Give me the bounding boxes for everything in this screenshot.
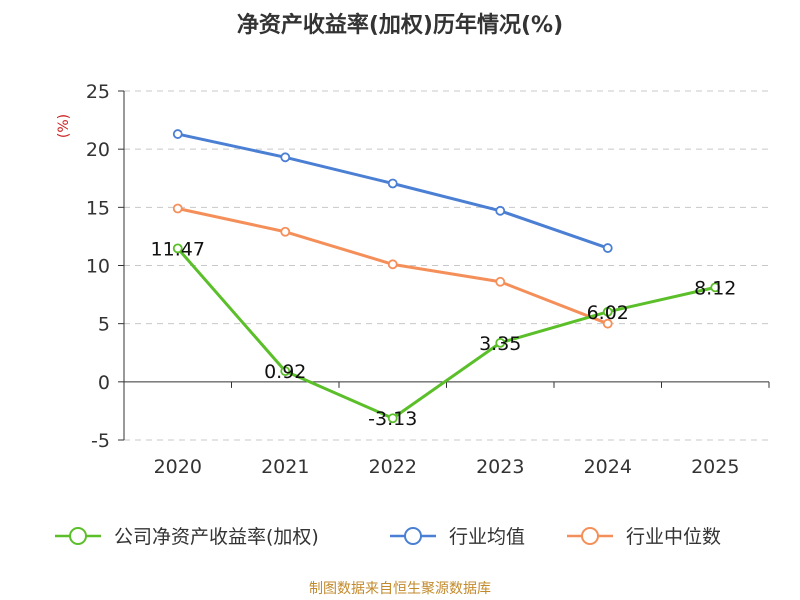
data-point — [495, 337, 506, 348]
data-label: 3.35 — [479, 333, 521, 355]
data-point — [280, 366, 291, 377]
y-tick-label: 20 — [86, 139, 110, 161]
series-layer — [172, 129, 721, 424]
data-point — [710, 282, 721, 293]
data-point — [387, 413, 398, 424]
chart-title: 净资产收益率(加权)历年情况(%) — [237, 12, 563, 38]
legend-label: 公司净资产收益率(加权) — [114, 526, 319, 548]
x-tick-label: 2024 — [584, 456, 632, 478]
data-point — [172, 129, 183, 139]
data-point — [280, 226, 291, 237]
x-tick-label: 2021 — [261, 456, 309, 478]
data-point — [387, 178, 398, 189]
y-tick-label: -5 — [91, 430, 110, 452]
data-label: 0.92 — [264, 361, 306, 383]
data-point — [602, 306, 613, 317]
x-tick-label: 2025 — [691, 456, 739, 478]
x-tick-label: 2022 — [369, 456, 417, 478]
y-tick-label: 25 — [86, 81, 110, 103]
series-line — [176, 247, 716, 420]
y-tick-label: 5 — [98, 314, 110, 336]
data-point — [495, 276, 506, 287]
source-note: 制图数据来自恒生聚源数据库 — [309, 581, 491, 597]
data-label: 6.02 — [587, 302, 629, 324]
legend-item[interactable]: 公司净资产收益率(加权) — [55, 526, 319, 548]
legend-label: 行业中位数 — [626, 526, 721, 548]
y-tick-labels: -5 0 5 10 15 20 25 — [86, 81, 110, 452]
data-label: 11.47 — [151, 238, 205, 260]
legend-label: 行业均值 — [449, 526, 525, 548]
legend-marker — [69, 527, 87, 545]
legend[interactable]: 公司净资产收益率(加权) 行业均值 行业中位数 — [55, 526, 721, 548]
data-labels: 11.47 0.92 -3.13 3.35 6.02 8.12 — [151, 238, 737, 430]
y-tick-label: 0 — [98, 372, 110, 394]
data-point — [172, 203, 183, 214]
x-tick-label: 2020 — [154, 456, 202, 478]
y-tick-label: 10 — [86, 256, 110, 278]
data-label: -3.13 — [368, 408, 417, 430]
data-point — [387, 259, 398, 270]
legend-item[interactable]: 行业中位数 — [567, 526, 721, 548]
legend-item[interactable]: 行业均值 — [390, 526, 525, 548]
legend-marker — [404, 527, 422, 545]
data-point — [602, 318, 613, 329]
grid-lines — [124, 90, 769, 441]
data-label: 8.12 — [694, 277, 736, 299]
data-point — [280, 152, 291, 163]
data-point — [495, 205, 506, 216]
y-axis-label: (%) — [56, 114, 72, 138]
series-line — [177, 132, 609, 250]
x-tick-label: 2023 — [476, 456, 524, 478]
y-tick-label: 15 — [86, 197, 110, 219]
legend-marker — [581, 527, 599, 545]
data-point — [172, 243, 183, 254]
data-point — [602, 243, 613, 253]
x-tick-labels: 2020 2021 2022 2023 2024 2025 — [154, 456, 740, 478]
